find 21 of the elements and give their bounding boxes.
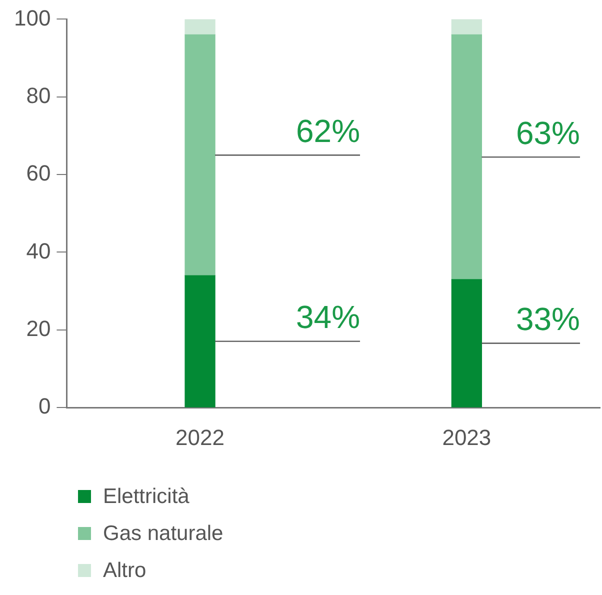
data-label: 33% [516, 301, 580, 338]
legend-label: Altro [103, 558, 146, 582]
legend-label: Gas naturale [103, 522, 224, 546]
legend-label: Elettricità [103, 484, 190, 508]
bar [184, 275, 216, 408]
bar [451, 19, 482, 36]
data-label: 62% [296, 112, 360, 149]
bar [184, 19, 216, 36]
y-tick-label: 20 [26, 316, 51, 341]
y-tick-label: 0 [38, 394, 51, 419]
y-tick-label: 100 [14, 5, 51, 30]
y-tick-label: 60 [26, 160, 51, 186]
x-tick-label: 2023 [442, 424, 492, 450]
data-label: 63% [516, 114, 580, 151]
y-tick-label: 80 [26, 82, 51, 108]
data-label: 34% [296, 299, 360, 336]
bar [451, 279, 482, 408]
bar [184, 34, 216, 276]
bar [451, 34, 482, 280]
y-tick-label: 40 [26, 238, 51, 264]
x-tick-label: 2022 [176, 424, 225, 450]
